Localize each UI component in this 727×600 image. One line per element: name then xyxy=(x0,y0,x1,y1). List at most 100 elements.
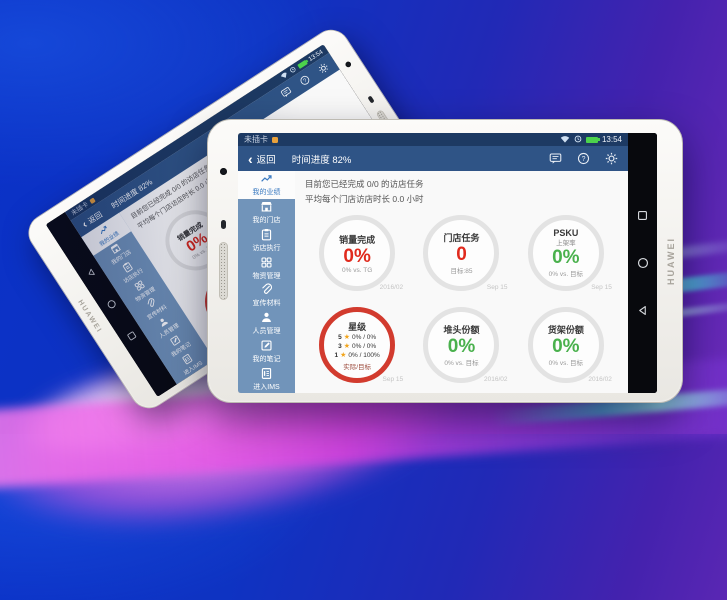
main-panel: 目前您已经完成 0/0 的访店任务 平均每个门店访店时长 0.0 小时 销量完成… xyxy=(295,171,628,393)
metric-comparison: 0% vs. 目标 xyxy=(444,360,479,367)
svg-text:?: ? xyxy=(582,156,586,163)
metric-date: 2016/02 xyxy=(483,376,508,383)
metric-date: Sep 15 xyxy=(591,284,612,291)
battery-icon xyxy=(585,136,600,143)
sidebar-item-people[interactable]: 人员管理 xyxy=(238,310,295,338)
nav-home-button[interactable] xyxy=(105,298,118,311)
summary-line-1: 目前您已经完成 0/0 的访店任务 xyxy=(305,179,424,189)
star-icon: ★ xyxy=(343,342,350,350)
alarm-icon xyxy=(574,135,582,145)
help-icon[interactable]: ? xyxy=(298,73,312,87)
metric-value: 0 xyxy=(456,244,467,265)
nav-recents-button[interactable] xyxy=(637,210,648,221)
grid-icon xyxy=(260,256,273,269)
chat-icon[interactable] xyxy=(549,152,562,165)
notification-icon xyxy=(272,136,278,143)
chart-icon xyxy=(97,223,111,237)
nav-back-button[interactable] xyxy=(85,267,97,279)
metric-date: Sep 15 xyxy=(486,284,508,291)
help-icon[interactable]: ? xyxy=(577,152,590,165)
metric-title: PSKU xyxy=(553,228,579,238)
star-count: 1 xyxy=(334,351,339,359)
sidebar-item-notes[interactable]: 我的笔记 xyxy=(238,338,295,366)
sidebar-item-stores[interactable]: 我的门店 xyxy=(93,231,143,274)
clock-text: 13:54 xyxy=(601,135,622,144)
metric-title: 货架份额 xyxy=(547,325,584,335)
tablet-front: HUAWEI 未插卡 13:54 ‹ 返回 时间进度 82% ? xyxy=(207,119,683,403)
star-values: 0% / 0% xyxy=(352,333,377,341)
status-bar-right: 13:54 xyxy=(560,135,622,145)
status-bar-left: 未插卡 xyxy=(244,134,278,145)
sidebar-item-performance[interactable]: 我的业绩 xyxy=(81,212,132,256)
star-count: 3 xyxy=(338,342,342,350)
metric-date: 2016/02 xyxy=(379,284,404,291)
metric-value: 0% xyxy=(552,336,580,357)
notification-icon xyxy=(89,197,96,204)
wifi-icon xyxy=(279,70,290,81)
chat-icon[interactable] xyxy=(279,85,293,99)
sidebar-item-label: 访店执行 xyxy=(252,244,281,252)
doc-icon xyxy=(260,367,273,380)
star-rating-row: 3★0% / 0% xyxy=(338,342,376,351)
desktop-background: { "brand": "HUAWEI", "status_bar": { "si… xyxy=(0,0,727,434)
metric-value: 0% xyxy=(343,245,371,267)
front-camera xyxy=(344,60,353,69)
star-values: 0% / 100% xyxy=(348,351,380,359)
star-rating-row: 1★0% / 100% xyxy=(334,351,379,360)
status-bar-right: 13:54 xyxy=(279,48,324,81)
app-screen: 未插卡 13:54 ‹ 返回 时间进度 82% ? 我的业绩我的门店访店执行物资… xyxy=(238,133,628,393)
star-icon: ★ xyxy=(343,333,350,341)
status-bar: 未插卡 13:54 xyxy=(238,133,628,146)
metric-comparison: 0% vs. 目标 xyxy=(548,271,583,278)
wifi-icon xyxy=(560,135,570,145)
metric-title: 门店任务 xyxy=(443,233,480,243)
summary-line-2: 平均每个门店访店时长 0.0 小时 xyxy=(305,194,424,204)
back-chevron-icon[interactable]: ‹ xyxy=(248,150,253,167)
time-progress-title: 时间进度 82% xyxy=(291,154,352,166)
sidebar-item-label: 人员管理 xyxy=(252,328,281,336)
nav-back-button[interactable] xyxy=(637,305,648,316)
nav-home-button[interactable] xyxy=(637,257,649,269)
nav-recents-button[interactable] xyxy=(126,330,138,342)
sidebar-item-materials[interactable]: 物资管理 xyxy=(238,254,295,282)
light-sensor xyxy=(221,220,226,229)
sidebar-item-label: 我的笔记 xyxy=(252,355,281,363)
gear-icon[interactable] xyxy=(605,152,618,165)
speaker-grille xyxy=(219,242,228,300)
paperclip-icon xyxy=(260,283,273,296)
metric-comparison: 目标:85 xyxy=(450,268,473,275)
star-values: 0% / 0% xyxy=(352,342,377,350)
gear-icon[interactable] xyxy=(316,61,330,75)
person-icon xyxy=(260,311,273,324)
light-sensor xyxy=(367,95,375,104)
app-body: 我的业绩我的门店访店执行物资管理宣传材料人员管理我的笔记进入IMS 目前您已经完… xyxy=(238,171,628,393)
metric-title: 堆头份额 xyxy=(443,325,480,335)
metric-title: 星级 xyxy=(348,321,367,332)
title-bar-actions: ? xyxy=(549,152,618,165)
sidebar-item-stores[interactable]: 我的门店 xyxy=(238,199,295,227)
sidebar-item-ims[interactable]: 进入IMS xyxy=(238,365,295,393)
sidebar-item-promo-materials[interactable]: 宣传材料 xyxy=(238,282,295,310)
back-button[interactable]: 返回 xyxy=(256,154,276,166)
tablet-front-screen: 未插卡 13:54 ‹ 返回 时间进度 82% ? 我的业绩我的门店访店执行物资… xyxy=(238,133,657,393)
sidebar-item-label: 进入IMS xyxy=(253,383,280,391)
sim-status-text: 未插卡 xyxy=(244,135,268,144)
sidebar-item-performance[interactable]: 我的业绩 xyxy=(238,171,295,199)
actual-vs-target-label: 实际/目标 xyxy=(343,363,372,371)
sidebar-item-label: 我的门店 xyxy=(252,217,281,225)
title-bar: ‹ 返回 时间进度 82% ? xyxy=(70,52,340,238)
brand-logo: HUAWEI xyxy=(666,237,676,285)
sidebar-item-label: 物资管理 xyxy=(252,272,281,280)
sidebar-item-visits[interactable]: 访店执行 xyxy=(238,227,295,255)
